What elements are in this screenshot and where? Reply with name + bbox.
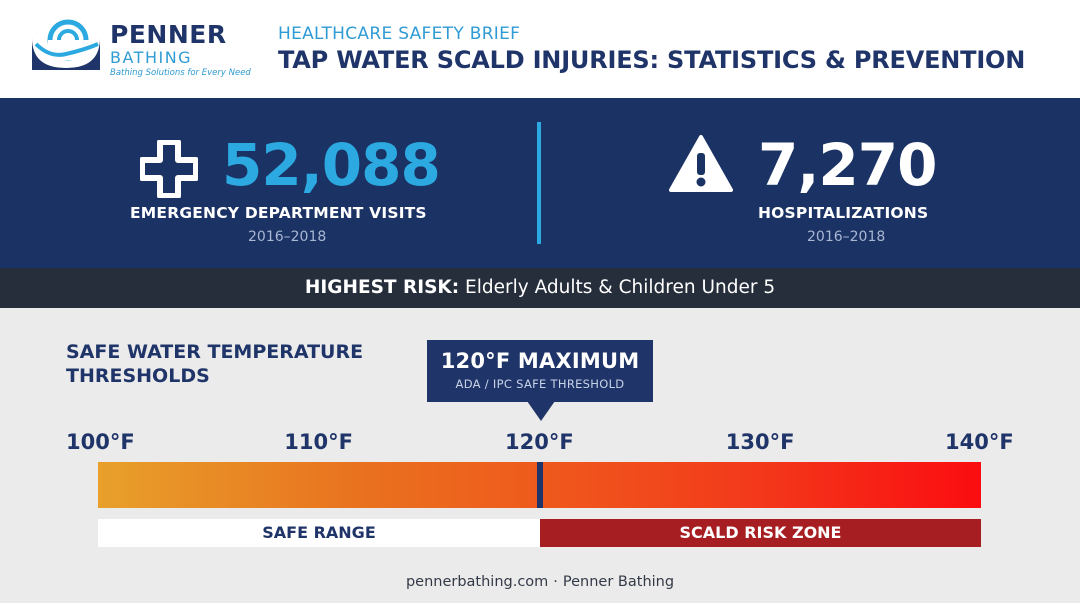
callout-pointer — [527, 401, 555, 421]
brand-name: PENNER — [110, 20, 227, 49]
wave-logo-icon — [32, 19, 100, 70]
callout-title: 120°F MAXIMUM — [440, 349, 640, 373]
risk-text: Elderly Adults & Children Under 5 — [465, 277, 776, 298]
thresholds-title: SAFE WATER TEMPERATURE THRESHOLDS — [66, 341, 364, 387]
tick-label: 120°F — [505, 430, 574, 454]
footer: pennerbathing.com · Penner Bathing — [0, 574, 1080, 590]
stat-years: 2016–2018 — [807, 229, 886, 245]
stat-value: 52,088 — [222, 131, 441, 199]
stat-hospitalizations: 7,270 HOSPITALIZATIONS 2016–2018 — [540, 98, 1080, 268]
risk-prefix: HIGHEST RISK: — [304, 277, 460, 298]
stat-ed-visits: 52,088 EMERGENCY DEPARTMENT VISITS 2016–… — [0, 98, 540, 268]
page-title: TAP WATER SCALD INJURIES: STATISTICS & P… — [278, 46, 1026, 74]
brand-tagline: Bathing Solutions for Every Need — [110, 68, 251, 78]
highest-risk-banner: HIGHEST RISK: Elderly Adults & Children … — [0, 268, 1080, 308]
tick-label: 140°F — [945, 430, 1014, 454]
footer-site-link[interactable]: pennerbathing.com — [405, 574, 549, 590]
stats-band: 52,088 EMERGENCY DEPARTMENT VISITS 2016–… — [0, 98, 1080, 268]
footer-separator: · — [553, 574, 558, 590]
callout-subtitle: ADA / IPC SAFE THRESHOLD — [455, 377, 625, 391]
header: PENNER BATHING Bathing Solutions for Eve… — [0, 0, 1080, 98]
threshold-marker — [536, 462, 543, 508]
stats-divider — [537, 122, 541, 244]
scald-risk-zone: SCALD RISK ZONE — [540, 519, 981, 547]
medical-cross-icon — [140, 140, 198, 198]
tick-label: 130°F — [725, 430, 795, 454]
tick-label: 100°F — [66, 430, 135, 454]
stat-label: HOSPITALIZATIONS — [758, 204, 929, 222]
warning-triangle-icon — [669, 135, 733, 192]
stat-label: EMERGENCY DEPARTMENT VISITS — [130, 204, 427, 222]
stat-years: 2016–2018 — [248, 229, 327, 245]
safe-range-zone: SAFE RANGE — [98, 519, 540, 547]
brand-sub: BATHING — [110, 48, 193, 67]
tick-label: 110°F — [284, 430, 353, 454]
brief-label: HEALTHCARE SAFETY BRIEF — [278, 24, 521, 44]
max-threshold-callout: 120°F MAXIMUM ADA / IPC SAFE THRESHOLD — [427, 340, 653, 402]
brand-logo[interactable]: PENNER BATHING Bathing Solutions for Eve… — [28, 18, 251, 80]
stat-value: 7,270 — [758, 131, 937, 199]
footer-company: Penner Bathing — [562, 574, 675, 590]
